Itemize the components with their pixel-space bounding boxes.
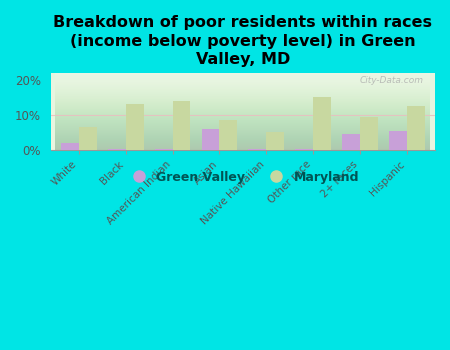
- Bar: [313, 97, 331, 150]
- Legend: Green Valley, Maryland: Green Valley, Maryland: [121, 166, 364, 189]
- Bar: [248, 149, 266, 150]
- Bar: [79, 127, 97, 150]
- Bar: [295, 149, 313, 150]
- Bar: [407, 106, 425, 150]
- Text: City-Data.com: City-Data.com: [360, 76, 423, 85]
- Bar: [220, 120, 237, 150]
- Bar: [108, 148, 126, 150]
- Bar: [126, 104, 144, 150]
- Bar: [266, 132, 284, 150]
- Bar: [155, 149, 172, 150]
- Bar: [389, 131, 407, 150]
- Bar: [202, 129, 220, 150]
- Title: Breakdown of poor residents within races
(income below poverty level) in Green
V: Breakdown of poor residents within races…: [54, 15, 432, 67]
- Bar: [360, 117, 378, 150]
- Bar: [342, 134, 360, 150]
- Bar: [61, 143, 79, 150]
- Bar: [172, 101, 190, 150]
